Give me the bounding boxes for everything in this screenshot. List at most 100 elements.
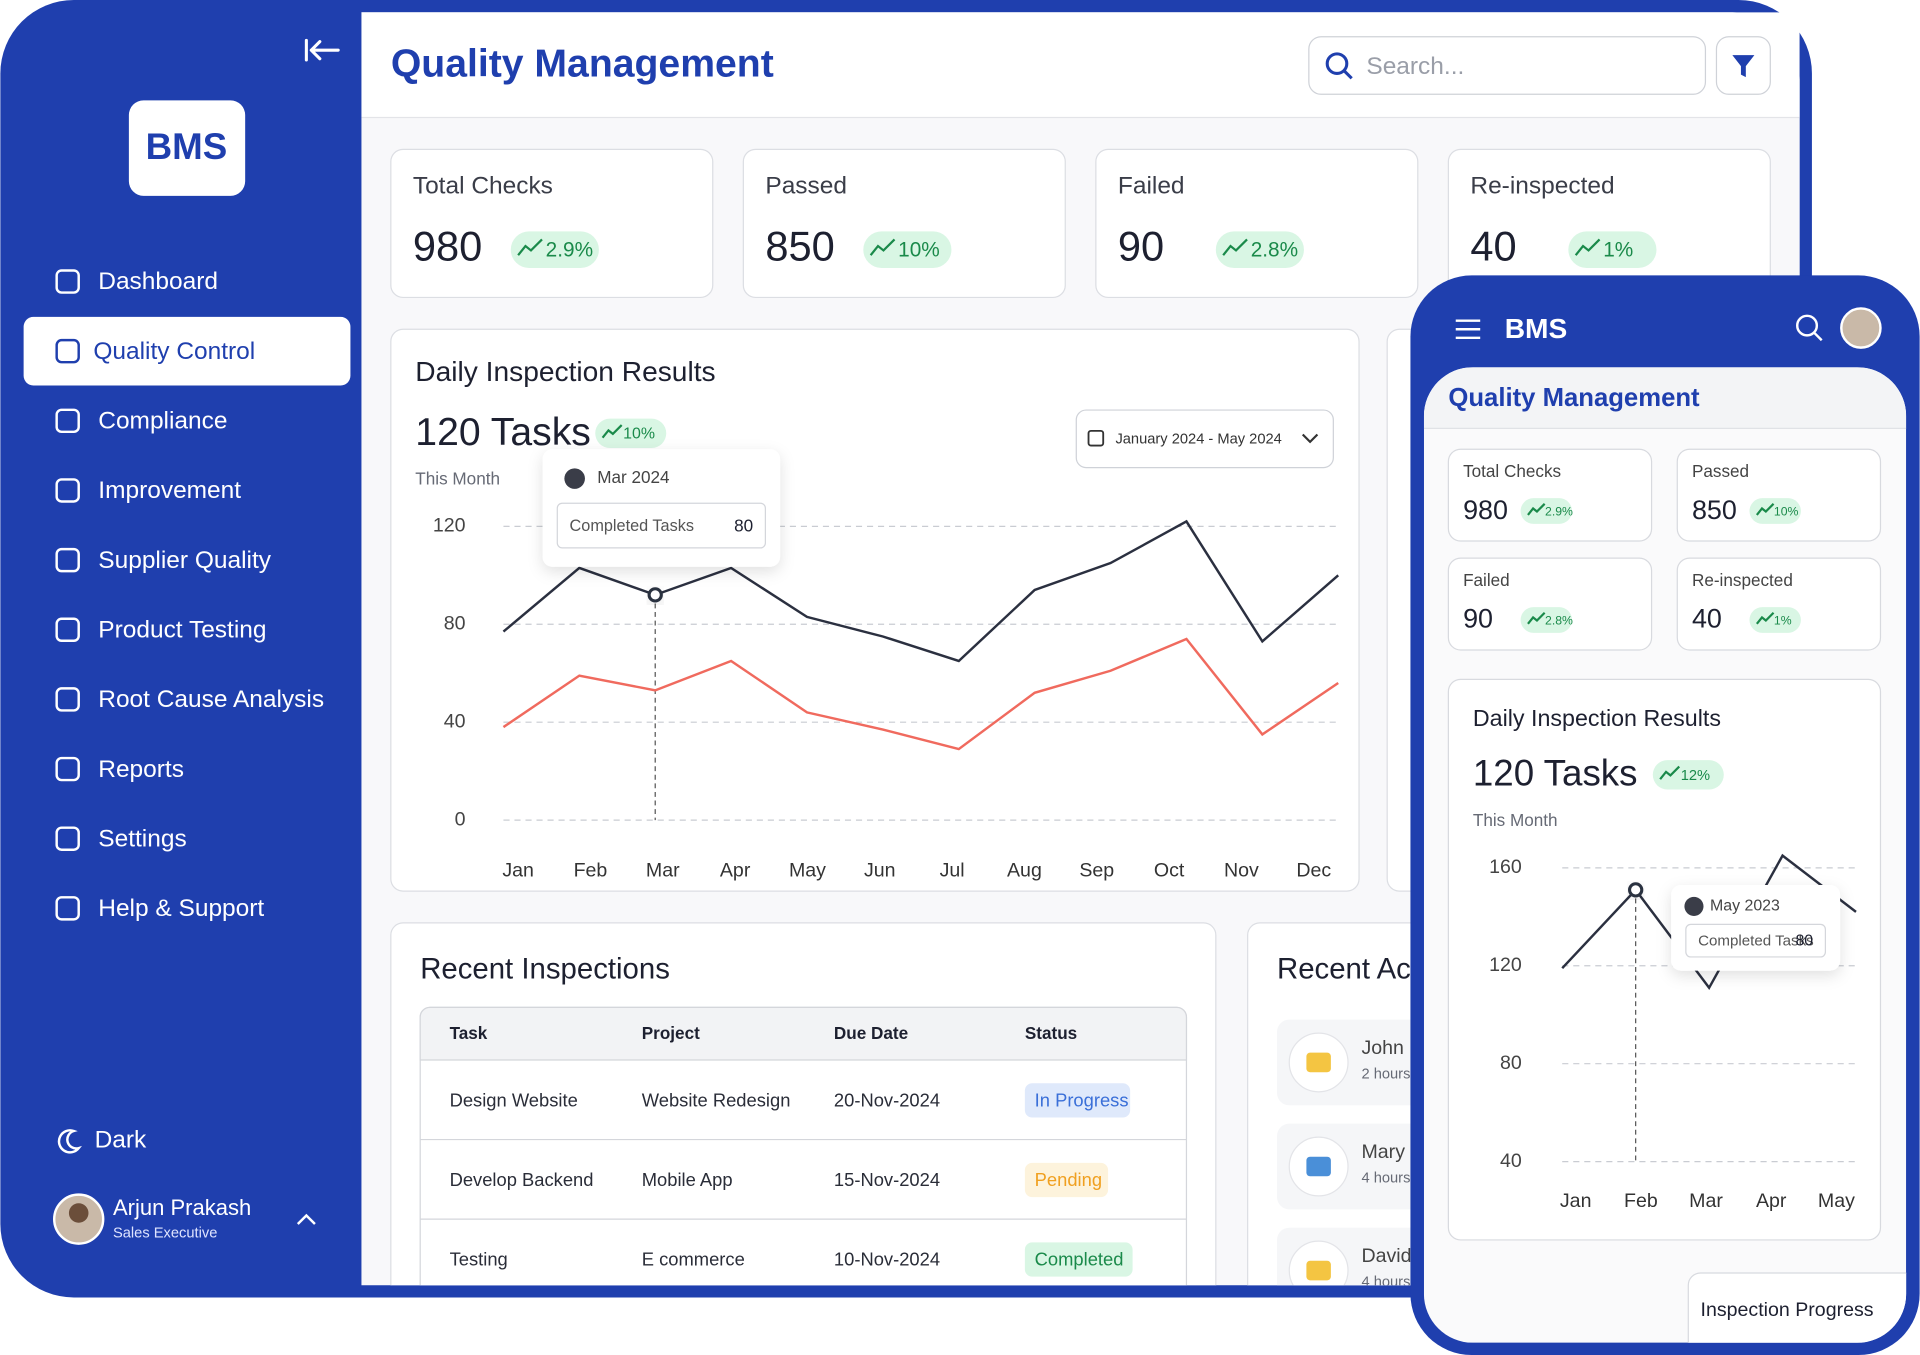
trend-icon — [869, 238, 896, 256]
status-pill — [1024, 1162, 1109, 1198]
change-text: 2.9% — [546, 238, 593, 261]
phone-chart-total: 120 Tasks — [1473, 753, 1638, 794]
column-header: Project — [642, 1023, 700, 1043]
stat-label: Failed — [1118, 173, 1185, 200]
x-tick-label: Jan — [502, 860, 534, 882]
phone-stat-label: Re-inspected — [1692, 570, 1793, 590]
nav-item[interactable]: Quality Control — [23, 316, 351, 386]
stat-card: Passed 850 10% — [742, 148, 1066, 299]
x-tick-label: Sep — [1079, 860, 1114, 882]
status-text: In Progress — [1035, 1089, 1129, 1110]
phone-stat-label: Passed — [1692, 461, 1749, 481]
nav-label: Help & Support — [98, 895, 264, 922]
nav-item[interactable]: Product Testing — [55, 616, 267, 643]
y-tick-label: 40 — [1500, 1150, 1522, 1172]
change-text: 1% — [1603, 238, 1633, 261]
change-badge — [1215, 231, 1304, 269]
table-header-bg — [419, 1006, 1188, 1061]
nav-item[interactable]: Dashboard — [55, 268, 218, 295]
change-badge — [1652, 760, 1724, 790]
stat-card-bg — [1095, 148, 1419, 299]
user-role: Sales Executive — [113, 1226, 217, 1242]
stat-value: 90 — [1118, 223, 1164, 270]
phone-stat-card — [1676, 448, 1882, 542]
cell: Website Redesign — [642, 1089, 791, 1110]
calendar-icon — [1087, 429, 1105, 447]
chart-total: 120 Tasks — [415, 411, 591, 454]
series-line — [502, 637, 1339, 751]
phone-screen: Quality Management Total Checks 980 2.9% Pas… — [1423, 367, 1907, 1343]
stat-value: 850 — [765, 223, 834, 270]
phone-stat-label: Failed — [1463, 570, 1510, 590]
chart-title: Daily Inspection Results — [415, 356, 715, 387]
date-chevron — [1301, 433, 1319, 444]
nav-item[interactable]: Root Cause Analysis — [55, 686, 324, 713]
nav-item[interactable]: Supplier Quality — [55, 547, 272, 574]
stat-card-bg — [390, 148, 714, 299]
cell: Mobile App — [642, 1169, 733, 1190]
phone-stat-value: 40 — [1692, 604, 1722, 634]
phone-stat-label: Total Checks — [1463, 461, 1561, 481]
x-tick-label: May — [789, 860, 826, 882]
activity-name: John — [1361, 1037, 1403, 1059]
nav-item[interactable]: Settings — [55, 825, 187, 852]
y-tick-label: 80 — [1500, 1052, 1522, 1074]
nav-icon — [55, 269, 80, 294]
hover-point — [647, 587, 663, 603]
phone-search[interactable] — [1796, 314, 1819, 337]
x-tick-label: Dec — [1296, 860, 1331, 882]
nav-label: Supplier Quality — [98, 547, 271, 574]
search-box[interactable] — [1308, 36, 1707, 95]
x-tick-label: Apr — [1756, 1190, 1787, 1212]
stat-card: Total Checks 980 2.9% — [390, 148, 714, 299]
activity-name: David — [1361, 1245, 1411, 1267]
main-content: Quality Management Search... Total Checks 9… — [361, 12, 1800, 1286]
sidebar: BMS Dashboard Quality Control Compliance Imp… — [23, 38, 351, 1245]
x-tick-label: Apr — [720, 860, 751, 882]
inspections-title: Recent Inspections — [420, 952, 670, 985]
change-badge — [595, 418, 667, 448]
nav-icon — [55, 547, 80, 573]
date-range-button[interactable] — [1075, 409, 1334, 469]
change-badge — [1520, 607, 1573, 633]
change-text: 2.8% — [1545, 613, 1573, 627]
x-tick-label: May — [1818, 1190, 1855, 1212]
collapse-icon[interactable] — [304, 38, 340, 62]
tooltip: Mar 2024 Completed Tasks 80 — [542, 449, 781, 567]
progress-title: Inspection Progress — [1701, 1299, 1874, 1321]
stat-value: 980 — [413, 223, 482, 270]
trend-icon — [1527, 503, 1546, 516]
x-tick-label: Jul — [940, 860, 965, 882]
stat-value: 40 — [1470, 223, 1516, 270]
nav-item[interactable]: Compliance — [55, 408, 228, 435]
search-placeholder: Search... — [1366, 53, 1464, 80]
status-pill — [1024, 1083, 1131, 1118]
nav-item[interactable]: Improvement — [55, 477, 242, 504]
x-tick-label: Jan — [1560, 1190, 1592, 1212]
progress-card — [1687, 1272, 1907, 1343]
stat-label: Passed — [765, 173, 847, 200]
stat-card: Failed 90 2.8% — [1095, 148, 1419, 299]
activity-time: 4 hours — [1361, 1171, 1410, 1187]
cell: 15-Nov-2024 — [834, 1169, 940, 1190]
trend-icon — [1222, 238, 1248, 256]
column-header: Due Date — [834, 1023, 908, 1043]
change-badge — [1749, 498, 1801, 524]
x-tick-label: Mar — [1689, 1190, 1723, 1212]
x-tick-label: Feb — [1624, 1190, 1658, 1212]
status-text: Completed — [1035, 1249, 1124, 1270]
tooltip-inner — [556, 502, 766, 549]
moon-icon[interactable] — [57, 1129, 82, 1154]
page-title: Quality Management — [391, 42, 774, 85]
user-menu-chevron[interactable] — [296, 1213, 316, 1225]
nav-item[interactable]: Reports — [55, 756, 184, 783]
phone-avatar — [1840, 307, 1882, 349]
phone-title: Quality Management — [1448, 384, 1700, 412]
trend-icon — [1755, 503, 1775, 516]
filter-icon — [1732, 55, 1755, 78]
nav-item[interactable]: Help & Support — [55, 895, 265, 922]
y-tick-label: 0 — [455, 808, 466, 830]
phone-stat-card — [1447, 448, 1653, 542]
x-tick-label: Jun — [864, 860, 896, 882]
